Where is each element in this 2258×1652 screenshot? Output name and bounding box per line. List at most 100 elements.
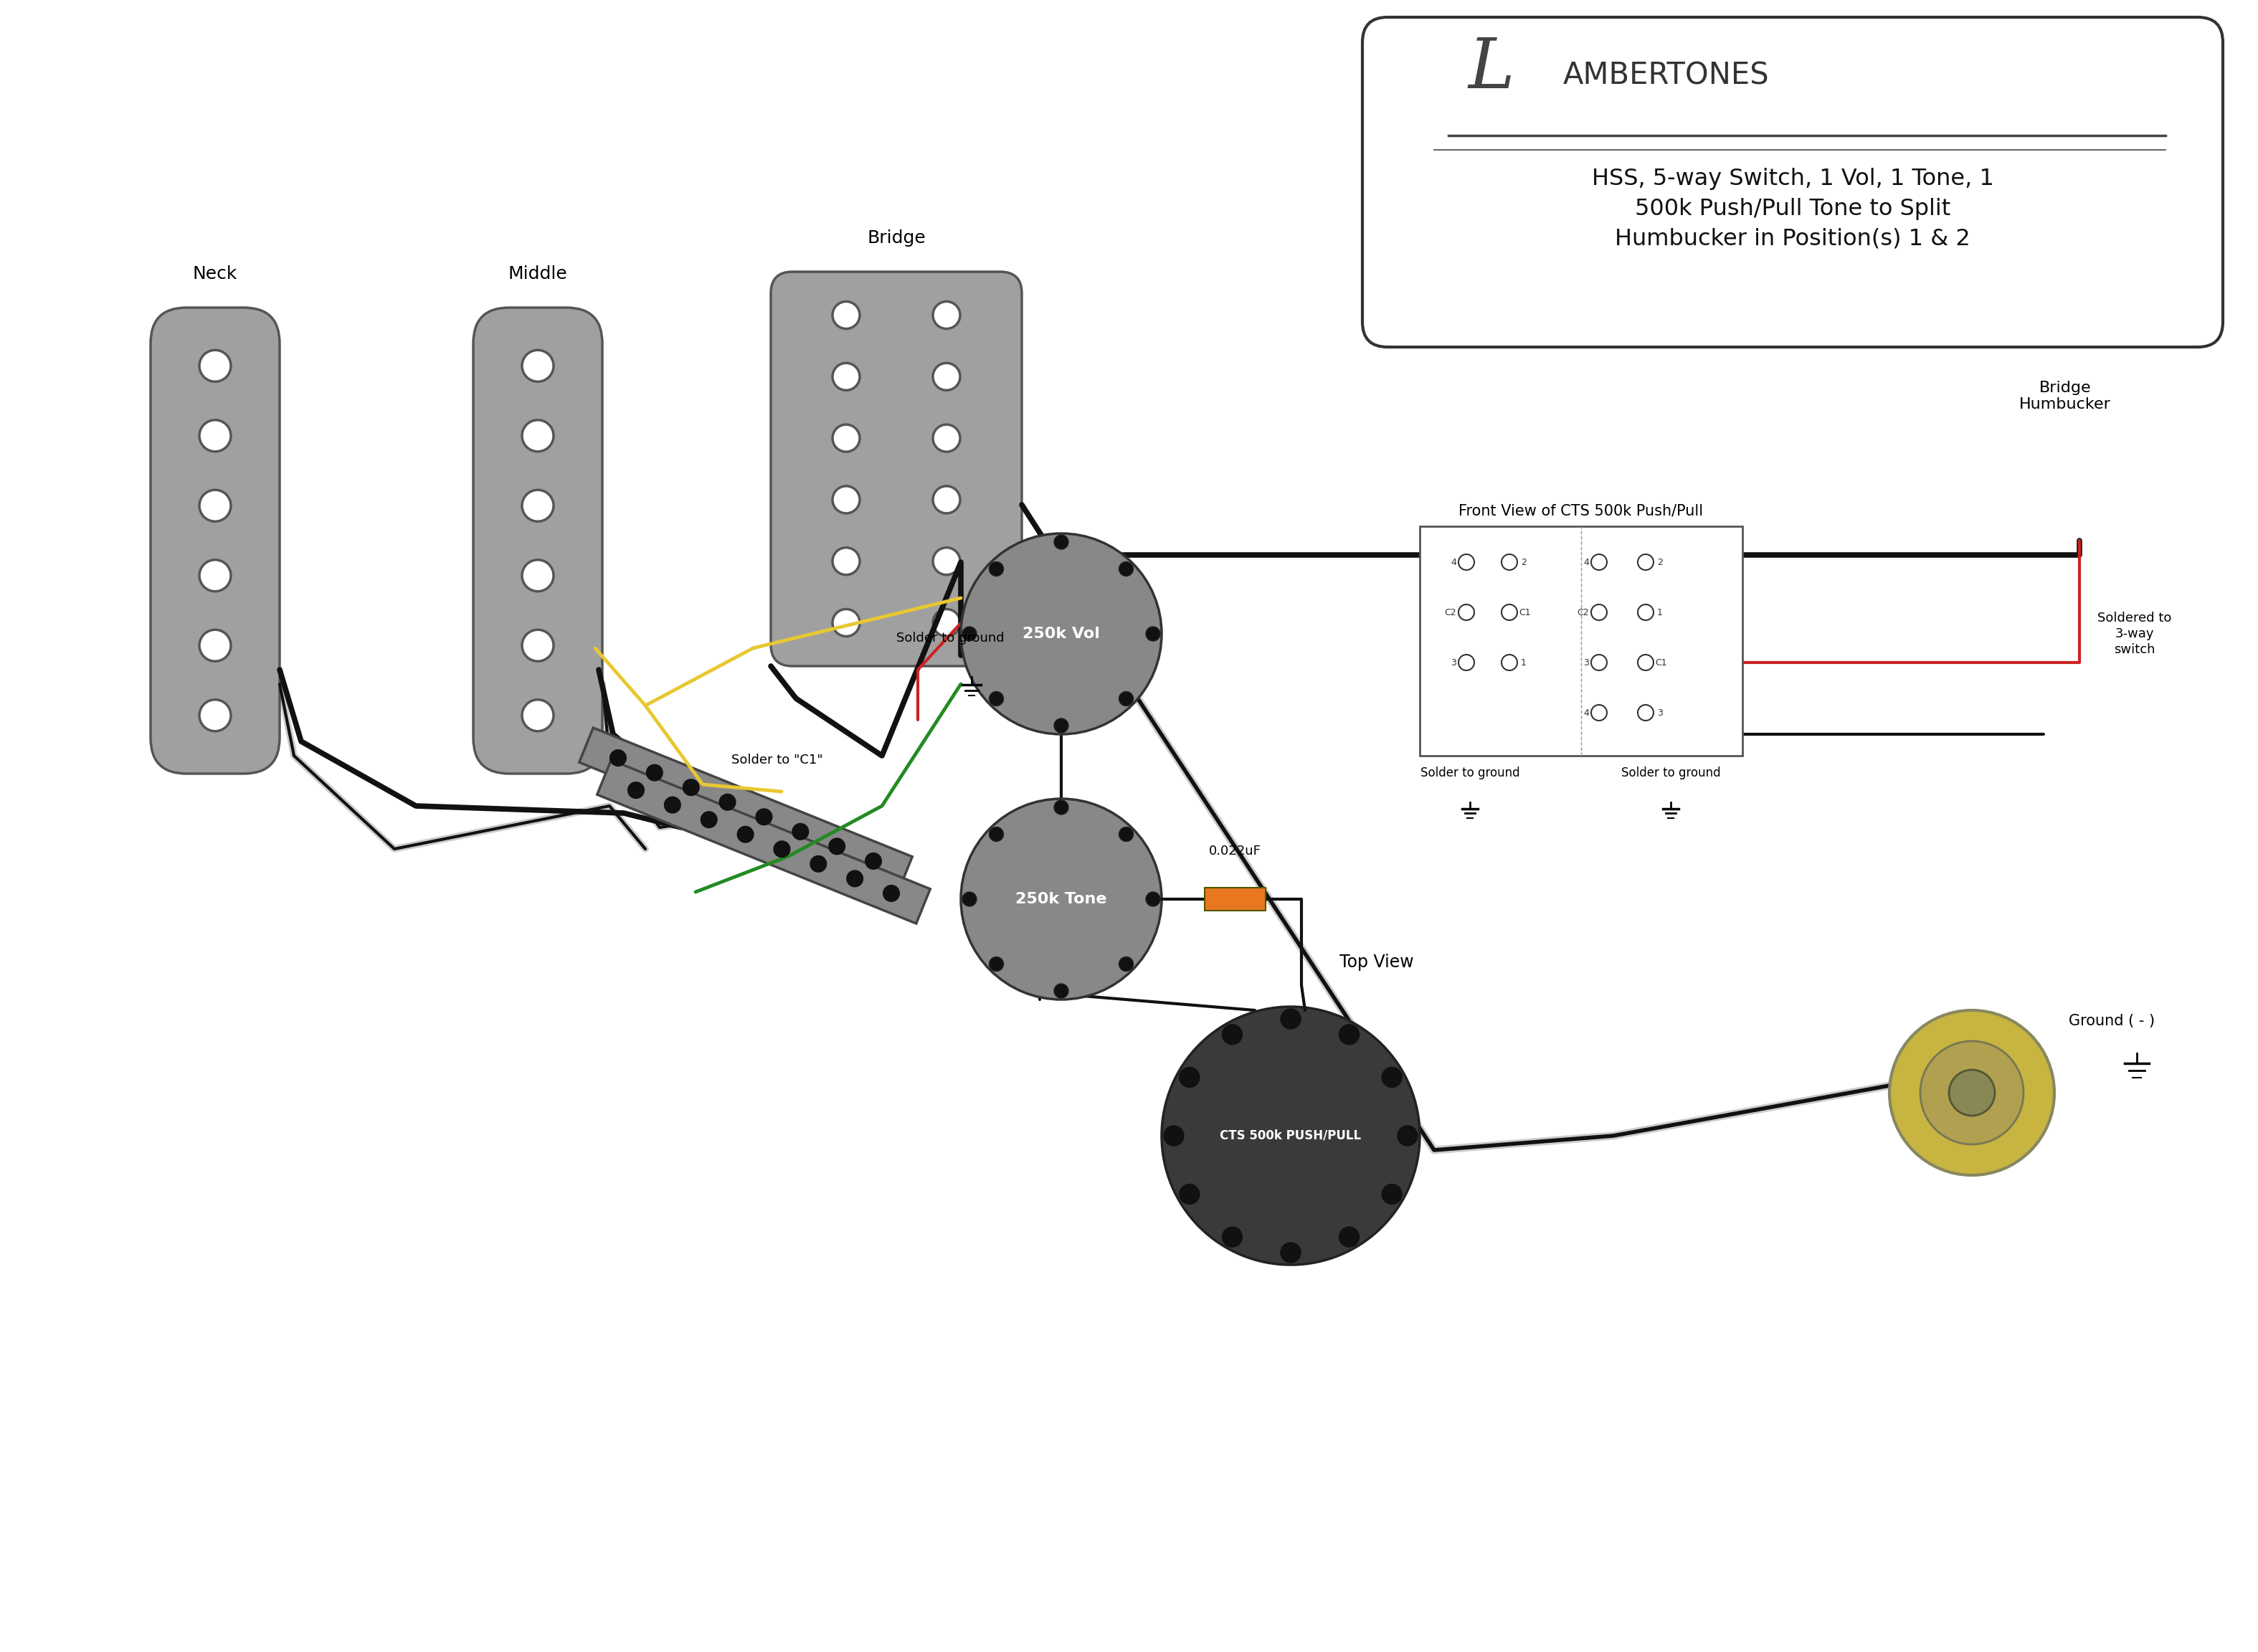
Circle shape — [833, 425, 860, 451]
Bar — [1206, 887, 1264, 910]
Circle shape — [1637, 555, 1653, 570]
Circle shape — [700, 811, 716, 828]
Circle shape — [933, 547, 960, 575]
Circle shape — [199, 700, 230, 732]
Text: Bridge
Humbucker: Bridge Humbucker — [2019, 380, 2111, 411]
Text: CTS 500k PUSH/PULL: CTS 500k PUSH/PULL — [1219, 1130, 1362, 1142]
Circle shape — [1163, 1125, 1183, 1146]
Circle shape — [833, 547, 860, 575]
Circle shape — [1054, 983, 1068, 998]
Circle shape — [1919, 1041, 2023, 1145]
Circle shape — [1459, 555, 1474, 570]
Circle shape — [1382, 1184, 1402, 1204]
Text: C1: C1 — [1520, 608, 1531, 616]
Circle shape — [1054, 800, 1068, 814]
Polygon shape — [580, 729, 912, 892]
Circle shape — [1120, 828, 1134, 841]
Circle shape — [989, 828, 1003, 841]
Circle shape — [1339, 1024, 1359, 1044]
Circle shape — [1382, 1067, 1402, 1087]
Text: Ground ( - ): Ground ( - ) — [2068, 1014, 2154, 1028]
Text: L: L — [1468, 35, 1515, 102]
Circle shape — [1179, 1067, 1199, 1087]
Circle shape — [989, 957, 1003, 971]
Circle shape — [1502, 605, 1517, 620]
FancyBboxPatch shape — [1362, 17, 2222, 347]
Circle shape — [1398, 1125, 1418, 1146]
Circle shape — [847, 871, 863, 887]
Circle shape — [933, 363, 960, 390]
Text: Solder to ground: Solder to ground — [1420, 767, 1520, 780]
Circle shape — [1054, 535, 1068, 548]
Circle shape — [989, 562, 1003, 577]
Circle shape — [1502, 654, 1517, 671]
Circle shape — [962, 534, 1161, 733]
Circle shape — [1222, 1227, 1242, 1247]
Circle shape — [1459, 605, 1474, 620]
Circle shape — [199, 420, 230, 451]
Circle shape — [1179, 1184, 1199, 1204]
Circle shape — [628, 783, 644, 798]
Circle shape — [522, 560, 553, 591]
Circle shape — [962, 892, 978, 907]
Circle shape — [1161, 1006, 1420, 1265]
Text: 3: 3 — [1657, 709, 1662, 717]
Circle shape — [1637, 605, 1653, 620]
Circle shape — [774, 841, 790, 857]
Text: Top View: Top View — [1339, 953, 1414, 971]
Circle shape — [989, 692, 1003, 705]
Circle shape — [1637, 654, 1653, 671]
Circle shape — [610, 750, 625, 767]
Circle shape — [933, 486, 960, 514]
Circle shape — [522, 491, 553, 522]
Circle shape — [1339, 1227, 1359, 1247]
Circle shape — [933, 302, 960, 329]
Circle shape — [1145, 892, 1161, 907]
Circle shape — [199, 560, 230, 591]
Polygon shape — [596, 760, 930, 923]
Circle shape — [720, 795, 736, 809]
Text: 1: 1 — [1522, 657, 1526, 667]
Text: Soldered to
3-way
switch: Soldered to 3-way switch — [2098, 611, 2172, 656]
Text: 2: 2 — [1522, 557, 1526, 567]
Circle shape — [522, 420, 553, 451]
Text: 1: 1 — [1657, 608, 1662, 616]
Text: 0.022uF: 0.022uF — [1208, 844, 1262, 857]
Circle shape — [1459, 654, 1474, 671]
Circle shape — [199, 491, 230, 522]
Text: Solder to "C1": Solder to "C1" — [732, 753, 822, 767]
Circle shape — [1637, 705, 1653, 720]
FancyBboxPatch shape — [151, 307, 280, 773]
Circle shape — [756, 809, 772, 824]
Text: Bridge: Bridge — [867, 230, 926, 246]
Text: 250k Tone: 250k Tone — [1016, 892, 1106, 907]
Circle shape — [199, 629, 230, 661]
Text: Neck: Neck — [192, 266, 237, 282]
Circle shape — [199, 350, 230, 382]
Text: Solder to ground: Solder to ground — [896, 631, 1005, 644]
Circle shape — [1890, 1011, 2055, 1175]
Text: 4: 4 — [1450, 557, 1456, 567]
Text: C1: C1 — [1655, 657, 1666, 667]
Circle shape — [1280, 1242, 1301, 1262]
FancyBboxPatch shape — [474, 307, 603, 773]
Circle shape — [833, 486, 860, 514]
Circle shape — [1592, 555, 1608, 570]
Circle shape — [1120, 562, 1134, 577]
Circle shape — [1280, 1009, 1301, 1029]
Circle shape — [933, 425, 960, 451]
Text: 3: 3 — [1583, 657, 1590, 667]
Text: Solder to ground: Solder to ground — [1621, 767, 1721, 780]
Circle shape — [1592, 605, 1608, 620]
Text: HSS, 5-way Switch, 1 Vol, 1 Tone, 1
500k Push/Pull Tone to Split
Humbucker in Po: HSS, 5-way Switch, 1 Vol, 1 Tone, 1 500k… — [1592, 169, 1994, 249]
Text: C2: C2 — [1445, 608, 1456, 616]
Circle shape — [829, 839, 844, 854]
Circle shape — [1592, 654, 1608, 671]
Text: AMBERTONES: AMBERTONES — [1563, 59, 1770, 91]
Circle shape — [933, 610, 960, 636]
Text: C2: C2 — [1578, 608, 1590, 616]
Circle shape — [664, 796, 680, 813]
Text: 4: 4 — [1583, 709, 1590, 717]
Text: 2: 2 — [1657, 557, 1662, 567]
Circle shape — [522, 700, 553, 732]
